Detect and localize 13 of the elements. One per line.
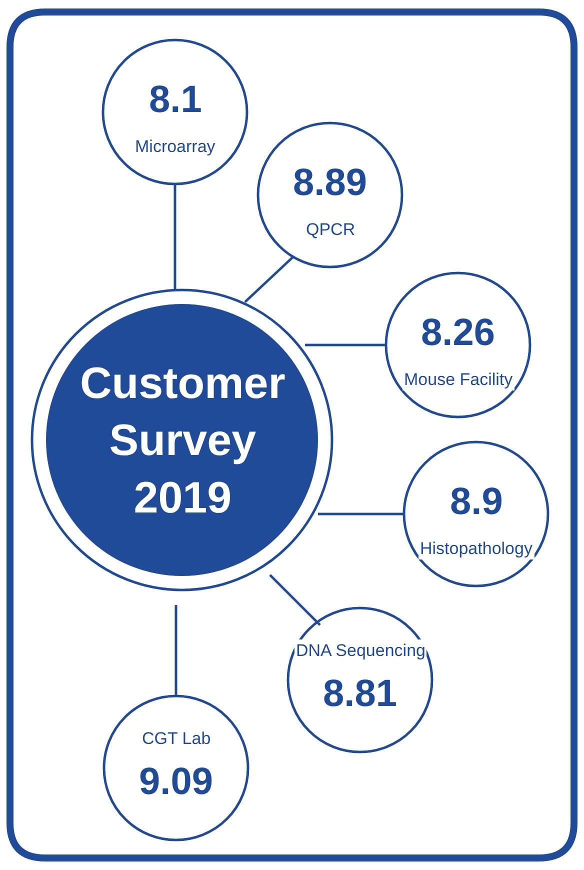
category-label: CGT Lab bbox=[142, 729, 211, 748]
category-label: Microarray bbox=[135, 137, 216, 156]
text: Customer Survey 2019 bbox=[80, 359, 286, 522]
data-label: 9.09 bbox=[139, 761, 213, 803]
category-label: Histopathology bbox=[420, 539, 533, 558]
data-label: 8.26 bbox=[421, 312, 495, 354]
category-label: Mouse Facility bbox=[404, 370, 514, 389]
data-label: 8.9 bbox=[450, 481, 503, 523]
category-label: DNA Sequencing bbox=[296, 641, 426, 660]
data-label: 8.1 bbox=[149, 79, 202, 121]
data-label: 8.81 bbox=[323, 673, 397, 715]
data-label: 8.89 bbox=[293, 162, 367, 204]
category-label: QPCR bbox=[306, 220, 356, 239]
